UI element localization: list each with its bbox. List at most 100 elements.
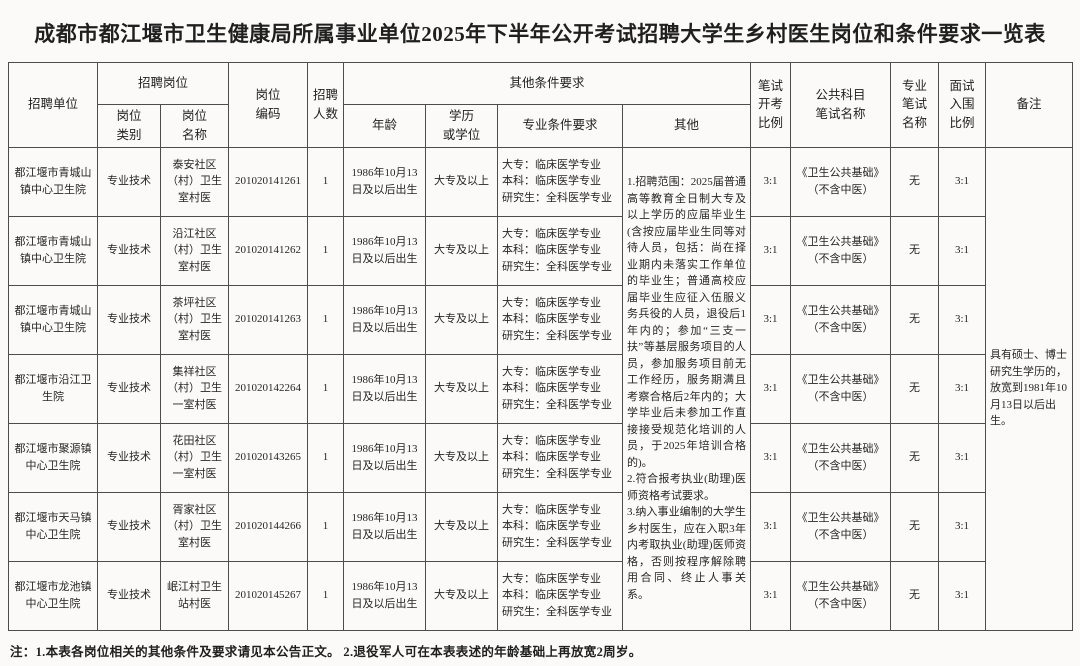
col-header-professional-test: 专业 笔试 名称 [890,62,940,148]
cell-major-req: 大专：临床医学专业 本科：临床医学专业 研究生：全科医学专业 [497,215,624,286]
cell-professional-test: 无 [890,284,940,355]
cell-age: 1986年10月13日及以后出生 [343,422,427,493]
header-row-2: 岗位 类别 岗位 名称 年龄 学历 或学位 专业条件要求 其他 [9,104,1073,148]
cell-public-subject: 《卫生公共基础》（不含中医） [790,491,892,562]
cell-category: 专业技术 [97,491,161,562]
cell-public-subject: 《卫生公共基础》（不含中医） [790,146,892,217]
cell-written-ratio: 3:1 [750,215,792,286]
col-header-headcount: 招聘 人数 [307,62,345,148]
cell-headcount: 1 [307,146,345,217]
table-row: 都江堰市天马镇中心卫生院 专业技术 胥家社区（村）卫生室村医 201020144… [8,491,1073,562]
cell-post-name: 花田社区（村）卫生一室村医 [159,422,230,493]
col-header-post-group: 招聘岗位 [96,62,230,105]
table-row: 都江堰市青城山镇中心卫生院 专业技术 茶坪社区（村）卫生室村医 20102014… [8,284,1073,355]
table-row: 都江堰市聚源镇中心卫生院 专业技术 花田社区（村）卫生一室村医 20102014… [8,422,1073,493]
table-row: 都江堰市青城山镇中心卫生院 专业技术 泰安社区（村）卫生室村医 20102014… [8,146,1074,631]
cell-age: 1986年10月13日及以后出生 [343,491,427,562]
cell-unit: 都江堰市青城山镇中心卫生院 [8,284,98,355]
col-header-major-req: 专业条件要求 [497,104,624,148]
cell-professional-test: 无 [890,422,940,493]
col-header-age: 年龄 [343,104,427,148]
cell-written-ratio: 3:1 [750,491,792,562]
cell-category: 专业技术 [97,422,161,493]
cell-category: 专业技术 [97,560,161,631]
col-header-post-code: 岗位 编码 [228,62,309,148]
col-header-unit: 招聘单位 [8,62,98,148]
cell-education: 大专及以上 [425,422,499,493]
cell-category: 专业技术 [97,146,161,217]
cell-written-ratio: 3:1 [750,353,792,424]
cell-interview-ratio: 3:1 [938,353,987,424]
cell-post-code: 201020141263 [228,284,309,355]
table-row: 都江堰市沿江卫生院 专业技术 集祥社区（村）卫生一室村医 20102014226… [8,353,1073,424]
cell-age: 1986年10月13日及以后出生 [343,284,427,355]
page-title: 成都市都江堰市卫生健康局所属事业单位2025年下半年公开考试招聘大学生乡村医生岗… [34,22,1046,46]
cell-category: 专业技术 [97,284,161,355]
cell-public-subject: 《卫生公共基础》（不含中医） [790,215,892,286]
cell-headcount: 1 [307,560,345,631]
cell-interview-ratio: 3:1 [938,560,987,631]
col-header-other: 其他 [622,104,752,148]
cell-post-code: 201020141262 [228,215,309,286]
cell-unit: 都江堰市龙池镇中心卫生院 [8,560,98,631]
cell-education: 大专及以上 [425,284,499,355]
cell-remark: 具有硕士、博士研究生学历的，放宽到1981年10月13日以后出生。 [985,146,1074,631]
cell-category: 专业技术 [97,215,161,286]
cell-education: 大专及以上 [425,560,499,631]
cell-unit: 都江堰市青城山镇中心卫生院 [8,146,98,217]
cell-written-ratio: 3:1 [750,560,792,631]
col-header-education: 学历 或学位 [425,104,499,148]
cell-major-req: 大专：临床医学专业 本科：临床医学专业 研究生：全科医学专业 [497,422,624,493]
cell-other-requirements: 1.招聘范围：2025届普通高等教育全日制大专及以上学历的应届毕业生(含按应届毕… [622,146,752,631]
col-header-post-name: 岗位 名称 [159,104,230,148]
cell-education: 大专及以上 [425,215,499,286]
cell-professional-test: 无 [890,491,940,562]
cell-unit: 都江堰市青城山镇中心卫生院 [8,215,98,286]
cell-post-code: 201020142264 [228,353,309,424]
cell-headcount: 1 [307,284,345,355]
cell-post-code: 201020141261 [228,146,309,217]
col-header-public-subject: 公共科目 笔试名称 [790,62,892,148]
cell-written-ratio: 3:1 [750,422,792,493]
cell-public-subject: 《卫生公共基础》（不含中医） [790,353,892,424]
table-row: 都江堰市龙池镇中心卫生院 专业技术 岷江村卫生站村医 201020145267 … [8,560,1073,631]
cell-major-req: 大专：临床医学专业 本科：临床医学专业 研究生：全科医学专业 [497,284,624,355]
cell-category: 专业技术 [97,353,161,424]
cell-major-req: 大专：临床医学专业 本科：临床医学专业 研究生：全科医学专业 [497,491,624,562]
cell-post-name: 沿江社区（村）卫生室村医 [159,215,230,286]
recruitment-table: 招聘单位 招聘岗位 岗位 编码 招聘 人数 其他条件要求 笔试 开考 比例 公共… [8,62,1074,631]
cell-professional-test: 无 [890,560,940,631]
cell-post-code: 201020143265 [228,422,309,493]
cell-unit: 都江堰市天马镇中心卫生院 [8,491,98,562]
cell-major-req: 大专：临床医学专业 本科：临床医学专业 研究生：全科医学专业 [497,560,624,631]
cell-public-subject: 《卫生公共基础》（不含中医） [790,284,892,355]
cell-interview-ratio: 3:1 [938,491,987,562]
cell-post-code: 201020145267 [228,560,309,631]
cell-professional-test: 无 [890,353,940,424]
cell-professional-test: 无 [890,215,940,286]
cell-post-name: 茶坪社区（村）卫生室村医 [159,284,230,355]
cell-interview-ratio: 3:1 [938,146,987,217]
cell-education: 大专及以上 [425,491,499,562]
cell-post-name: 泰安社区（村）卫生室村医 [159,146,230,217]
cell-headcount: 1 [307,215,345,286]
col-header-remark: 备注 [985,62,1074,148]
cell-age: 1986年10月13日及以后出生 [343,560,427,631]
cell-unit: 都江堰市聚源镇中心卫生院 [8,422,98,493]
cell-post-name: 胥家社区（村）卫生室村医 [159,491,230,562]
cell-headcount: 1 [307,353,345,424]
cell-education: 大专及以上 [425,353,499,424]
col-header-other-req-group: 其他条件要求 [343,62,752,105]
cell-public-subject: 《卫生公共基础》（不含中医） [790,560,892,631]
cell-written-ratio: 3:1 [750,146,792,217]
header-row-1: 招聘单位 招聘岗位 岗位 编码 招聘 人数 其他条件要求 笔试 开考 比例 公共… [8,62,1074,148]
cell-unit: 都江堰市沿江卫生院 [8,353,98,424]
cell-headcount: 1 [307,422,345,493]
col-header-interview-ratio: 面试 入围 比例 [938,62,987,148]
cell-age: 1986年10月13日及以后出生 [343,353,427,424]
col-header-post-category: 岗位 类别 [97,104,161,148]
cell-post-code: 201020144266 [228,491,309,562]
cell-age: 1986年10月13日及以后出生 [343,146,427,217]
cell-written-ratio: 3:1 [750,284,792,355]
